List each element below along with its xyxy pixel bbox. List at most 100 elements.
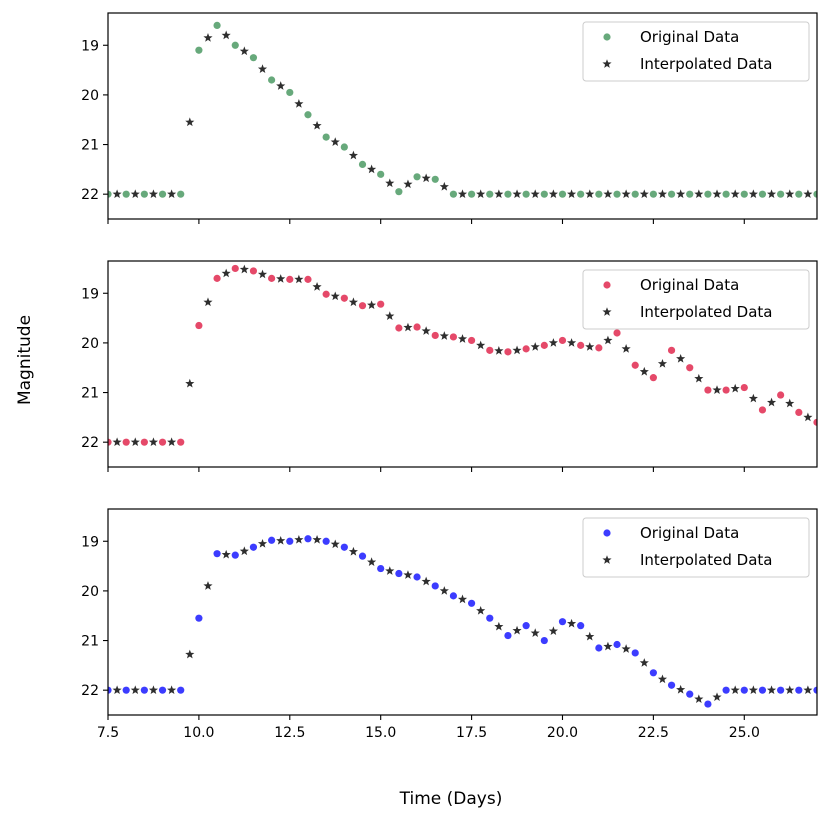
- interpolated-point: [148, 685, 159, 695]
- interpolated-point: [130, 437, 140, 447]
- original-point: [413, 573, 421, 581]
- original-point: [722, 190, 730, 198]
- interpolated-point: [567, 189, 577, 199]
- x-tick-label: 22.5: [638, 725, 669, 741]
- interpolated-point: [421, 173, 431, 183]
- interpolated-point: [548, 189, 558, 199]
- legend-label-interpolated: Interpolated Data: [640, 551, 772, 569]
- interpolated-point: [694, 694, 704, 703]
- original-point: [213, 550, 221, 558]
- interpolated-point: [603, 641, 613, 651]
- original-point: [140, 438, 148, 446]
- original-point: [249, 54, 258, 62]
- y-tick-label: 19: [81, 38, 99, 54]
- original-point: [449, 190, 458, 198]
- original-point: [631, 649, 639, 657]
- y-tick-label: 22: [81, 435, 99, 451]
- interpolated-point: [657, 674, 668, 684]
- interpolated-point: [276, 274, 286, 283]
- y-tick-label: 21: [81, 634, 99, 650]
- interpolated-point: [167, 189, 177, 199]
- legend: Original Data Interpolated Data: [582, 517, 810, 578]
- interpolated-point: [148, 189, 159, 199]
- original-point: [195, 46, 203, 54]
- original-point: [377, 564, 385, 573]
- interpolated-point: [621, 344, 631, 353]
- original-point: [540, 341, 548, 349]
- interpolated-point: [367, 164, 377, 174]
- interpolated-point: [548, 338, 558, 347]
- interpolated-point: [439, 181, 449, 191]
- y-tick-label: 21: [81, 138, 99, 154]
- x-tick-label: 20.0: [547, 725, 578, 741]
- original-point: [231, 41, 239, 49]
- original-point: [522, 190, 530, 198]
- interpolated-point: [476, 340, 486, 350]
- original-point: [140, 190, 148, 198]
- interpolated-point: [512, 189, 522, 199]
- original-point: [286, 275, 294, 283]
- original-point: [740, 686, 748, 694]
- original-point: [108, 190, 112, 198]
- original-point: [558, 336, 567, 345]
- interpolated-point: [294, 99, 304, 108]
- interpolated-point: [257, 538, 268, 548]
- original-point: [449, 333, 458, 341]
- interpolated-point: [276, 81, 286, 90]
- original-point: [795, 408, 803, 416]
- x-tick-label: 25.0: [729, 725, 760, 741]
- interpolated-point: [748, 393, 758, 403]
- interpolated-point: [130, 685, 140, 695]
- interpolated-point: [348, 150, 358, 160]
- original-point: [467, 190, 476, 198]
- original-point: [467, 599, 476, 607]
- original-point: [231, 264, 239, 273]
- original-point: [504, 348, 512, 356]
- interpolated-point: [348, 546, 358, 556]
- interpolated-point: [657, 189, 668, 199]
- legend-label-original: Original Data: [640, 524, 739, 542]
- interpolated-point: [803, 189, 813, 199]
- original-point: [686, 364, 694, 372]
- original-point: [504, 190, 512, 198]
- original-point: [358, 160, 367, 168]
- interpolated-point: [457, 594, 468, 604]
- interpolated-point: [567, 618, 577, 628]
- interpolated-point: [476, 605, 486, 615]
- interpolated-point: [766, 685, 777, 695]
- interpolated-point: [439, 331, 449, 340]
- subplot-1: 19 20 21 22 Original Data Interpolated Data: [81, 12, 818, 224]
- interpolated-point: [385, 178, 395, 188]
- y-tick-label: 19: [81, 534, 99, 550]
- original-point: [777, 190, 785, 198]
- original-point: [740, 383, 748, 392]
- original-point: [431, 175, 439, 183]
- interpolated-point: [676, 189, 686, 199]
- original-point: [158, 438, 167, 446]
- interpolated-point: [730, 685, 740, 695]
- original-point: [268, 536, 276, 544]
- original-point: [613, 640, 621, 649]
- x-tick-label: 17.5: [456, 725, 487, 741]
- interpolated-point: [221, 268, 231, 278]
- axes-frame: [107, 12, 818, 220]
- original-point: [268, 274, 276, 282]
- interpolated-point: [585, 189, 595, 199]
- interpolated-point: [512, 625, 522, 635]
- interpolated-point: [167, 437, 177, 447]
- interpolated-point: [494, 621, 504, 631]
- interpolated-point: [694, 373, 704, 383]
- interpolated-point: [512, 345, 522, 355]
- legend: Original Data Interpolated Data: [582, 269, 810, 330]
- interpolated-point: [676, 684, 686, 694]
- original-point: [108, 438, 112, 446]
- x-tick-label: 15.0: [365, 725, 396, 741]
- legend: Original Data Interpolated Data: [582, 21, 810, 82]
- original-point: [377, 170, 385, 178]
- data-marks: [108, 534, 817, 708]
- original-point: [377, 300, 385, 308]
- legend-label-interpolated: Interpolated Data: [640, 55, 772, 73]
- interpolated-point: [639, 658, 649, 667]
- interpolated-point: [730, 189, 740, 199]
- legend-marker-original: [603, 281, 611, 289]
